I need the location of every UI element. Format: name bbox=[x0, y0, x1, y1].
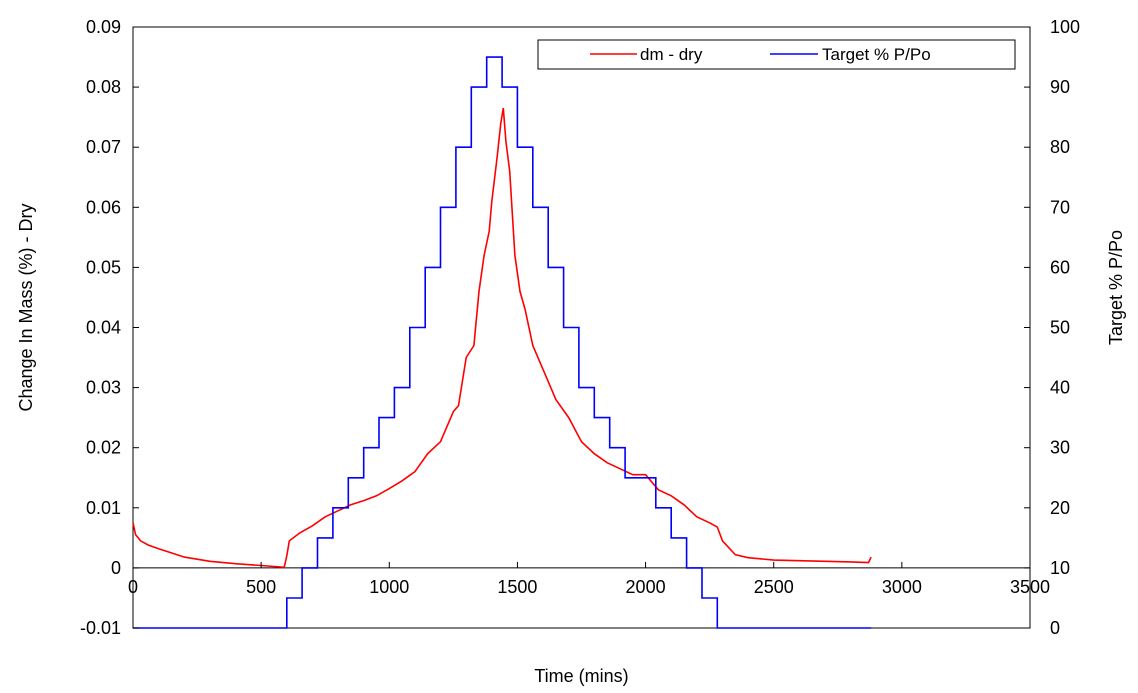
x-tick-label: 3500 bbox=[1010, 577, 1050, 597]
x-tick-label: 2500 bbox=[754, 577, 794, 597]
y-axis-left-title: Change In Mass (%) - Dry bbox=[16, 203, 36, 411]
y-right-tick-label: 90 bbox=[1050, 77, 1070, 97]
y-left-tick-label: 0.07 bbox=[86, 137, 121, 157]
y-right-tick-label: 10 bbox=[1050, 558, 1070, 578]
y-right-tick-label: 30 bbox=[1050, 438, 1070, 458]
y-left-tick-label: 0.04 bbox=[86, 318, 121, 338]
legend-label-target: Target % P/Po bbox=[822, 45, 931, 64]
y-left-tick-label: 0.03 bbox=[86, 378, 121, 398]
y-right-tick-label: 20 bbox=[1050, 498, 1070, 518]
y-right-tick-label: 60 bbox=[1050, 257, 1070, 277]
y-left-tick-label: -0.01 bbox=[80, 618, 121, 638]
y-left-tick-label: 0.05 bbox=[86, 257, 121, 277]
legend-label-dm-dry: dm - dry bbox=[640, 45, 703, 64]
y-left-tick-label: 0.09 bbox=[86, 17, 121, 37]
x-tick-label: 3000 bbox=[882, 577, 922, 597]
y-right-tick-label: 40 bbox=[1050, 378, 1070, 398]
y-left-tick-label: 0.02 bbox=[86, 438, 121, 458]
x-tick-label: 2000 bbox=[626, 577, 666, 597]
x-tick-label: 1000 bbox=[369, 577, 409, 597]
x-tick-label: 1500 bbox=[497, 577, 537, 597]
y-right-tick-label: 50 bbox=[1050, 318, 1070, 338]
y-right-tick-label: 70 bbox=[1050, 197, 1070, 217]
x-tick-label: 0 bbox=[128, 577, 138, 597]
legend: dm - dry Target % P/Po bbox=[537, 39, 1016, 70]
y-left-tick-label: 0.06 bbox=[86, 197, 121, 217]
y-left-tick-label: 0.08 bbox=[86, 77, 121, 97]
y-left-tick-label: 0.01 bbox=[86, 498, 121, 518]
y-left-tick-label: 0 bbox=[111, 558, 121, 578]
x-tick-label: 500 bbox=[246, 577, 276, 597]
y-right-tick-label: 0 bbox=[1050, 618, 1060, 638]
series-line-dm-dry bbox=[132, 107, 872, 569]
plot-frame bbox=[132, 26, 1031, 629]
x-axis-title: Time (mins) bbox=[534, 666, 628, 686]
y-right-tick-label: 100 bbox=[1050, 17, 1080, 37]
y-right-tick-label: 80 bbox=[1050, 137, 1070, 157]
series-line-target-p-po bbox=[133, 56, 872, 629]
y-axis-right-title: Target % P/Po bbox=[1106, 230, 1126, 345]
